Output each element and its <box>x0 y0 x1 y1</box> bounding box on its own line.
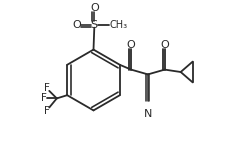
Text: O: O <box>160 40 168 50</box>
Text: S: S <box>90 20 98 30</box>
Text: O: O <box>90 3 98 12</box>
Text: CH₃: CH₃ <box>109 20 127 30</box>
Text: F: F <box>40 93 46 103</box>
Text: N: N <box>143 109 152 119</box>
Text: F: F <box>44 83 50 93</box>
Text: O: O <box>126 40 135 50</box>
Text: O: O <box>72 20 81 30</box>
Text: F: F <box>44 106 50 116</box>
